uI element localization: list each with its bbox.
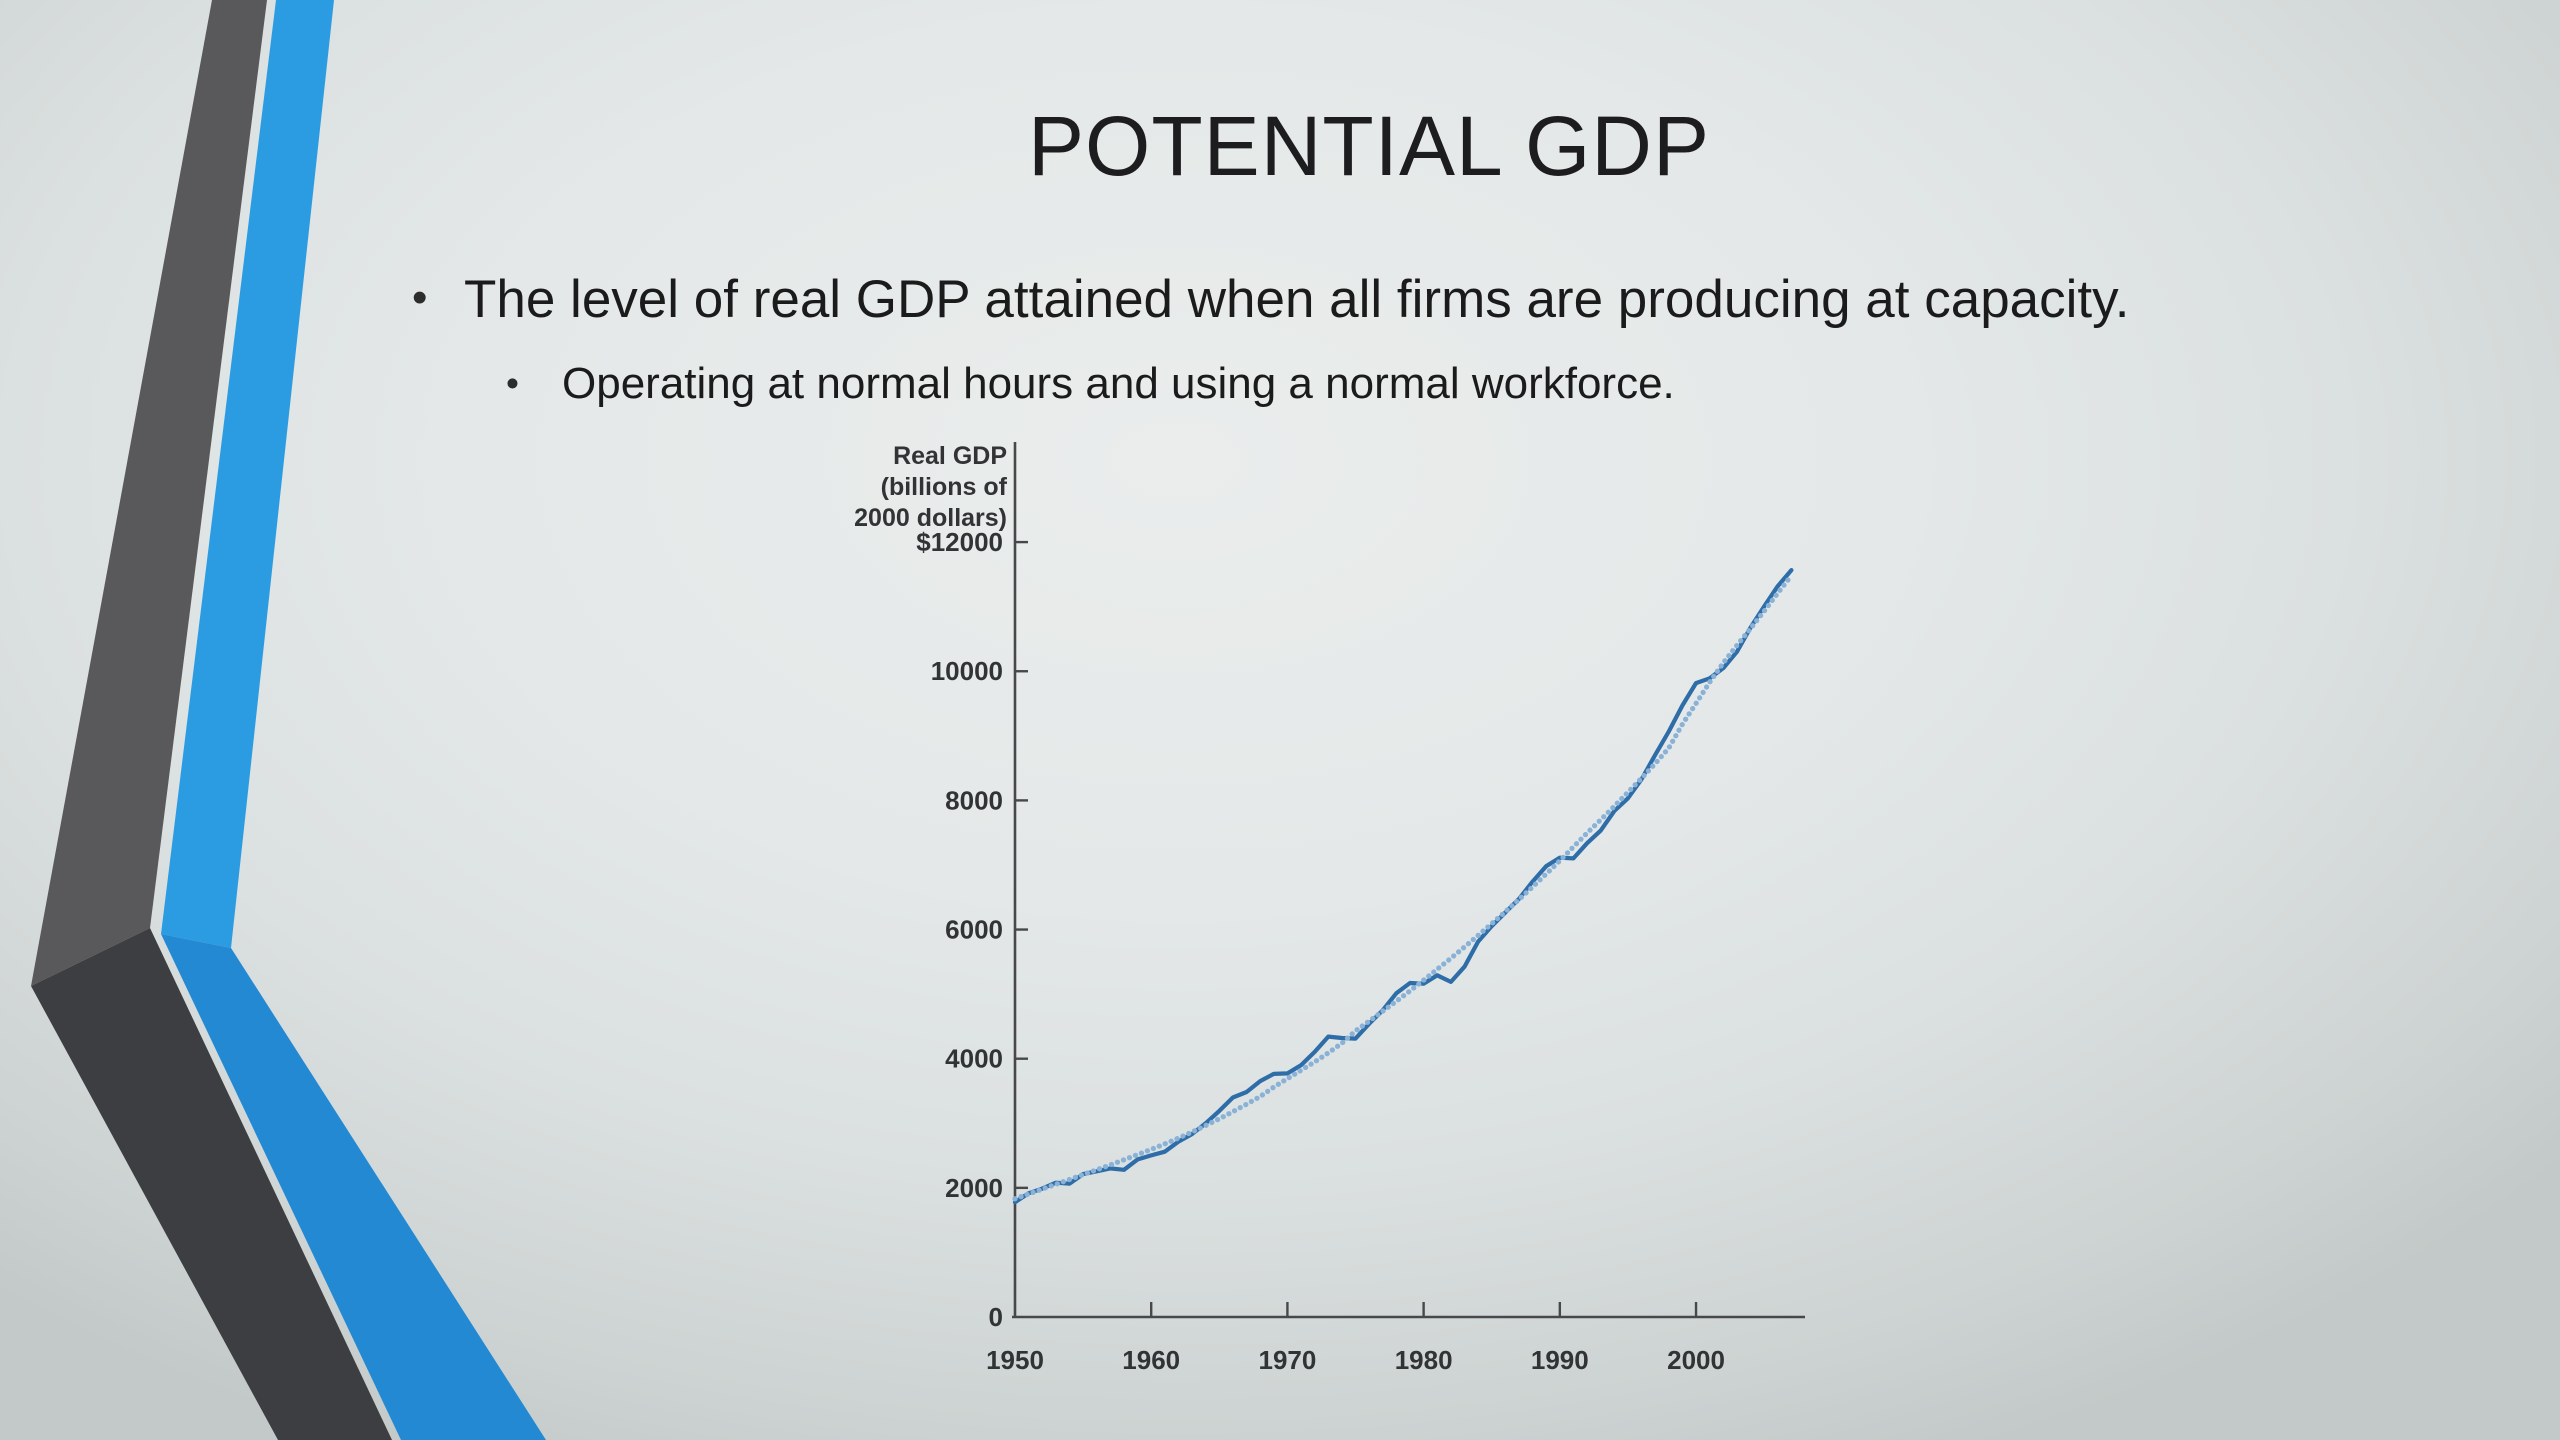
y-tick-label: 8000 (945, 785, 1003, 815)
y-tick-label: 6000 (945, 915, 1003, 945)
y-axis-title-line: 2000 dollars) (854, 504, 1007, 532)
actual-real-gdp-line (1012, 568, 1794, 1205)
bullet-item-1: • The level of real GDP attained when al… (412, 268, 2129, 332)
bullet-dot: • (506, 363, 519, 404)
bullet-item-2: • Operating at normal hours and using a … (506, 358, 1675, 411)
y-tick-label: $12000 (916, 527, 1003, 557)
bullet-text: Operating at normal hours and using a no… (562, 359, 1675, 408)
x-tick-label: 1970 (1258, 1345, 1316, 1375)
x-tick-label: 1980 (1395, 1345, 1453, 1375)
y-axis-title-line: Real GDP (893, 442, 1007, 470)
bullet-dot: • (412, 273, 428, 322)
y-tick-label: 10000 (931, 656, 1003, 686)
potential-gdp-line (1012, 573, 1795, 1202)
bullet-text: The level of real GDP attained when all … (464, 270, 2130, 329)
y-tick-label: 4000 (945, 1044, 1003, 1074)
x-tick-label: 1960 (1122, 1345, 1180, 1375)
y-axis-title-line: (billions of (881, 473, 1008, 501)
y-tick-label: 2000 (945, 1173, 1003, 1203)
slide-title: POTENTIAL GDP (1027, 99, 1710, 193)
axes-lines (1012, 442, 1805, 1319)
y-tick-label: 0 (989, 1302, 1003, 1332)
x-tick-label: 1950 (986, 1345, 1044, 1375)
x-tick-label: 2000 (1667, 1345, 1725, 1375)
real-gdp-chart: $12000 10000 8000 6000 4000 2000 0 1950 1960 1970… (854, 442, 1805, 1375)
x-tick-label: 1990 (1531, 1345, 1589, 1375)
